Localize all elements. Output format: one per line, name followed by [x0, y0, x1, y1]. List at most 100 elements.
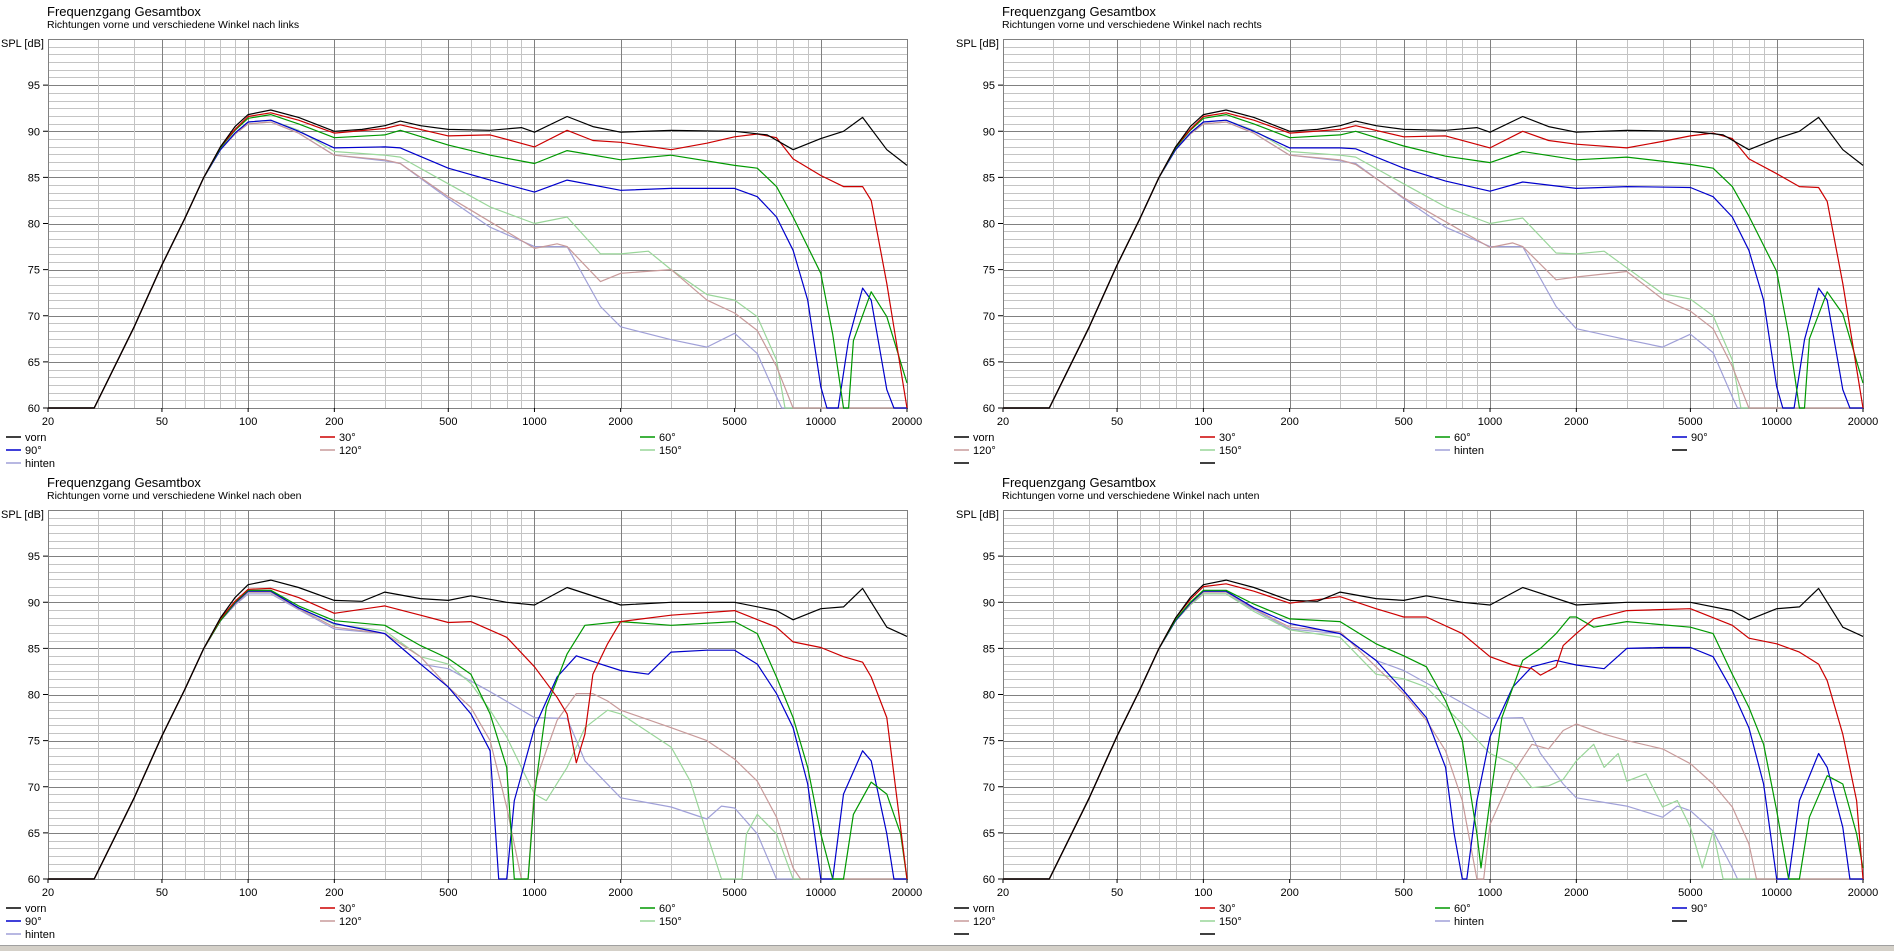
x-tick-label: 1000: [1478, 887, 1502, 899]
legend-label: 30°: [1219, 432, 1236, 444]
grid: [48, 39, 908, 409]
x-tick-label: 50: [1111, 887, 1123, 899]
legend-label: 120°: [339, 916, 362, 928]
x-tick-label: 100: [1194, 416, 1212, 428]
x-tick-label: 200: [325, 887, 343, 899]
legend-label: 90°: [1691, 903, 1708, 915]
plot-frame: [48, 510, 908, 880]
series-line-90°: [48, 590, 907, 880]
series-line-vorn: [48, 579, 908, 880]
y-tick-label: 95: [28, 551, 40, 563]
series-line-150°: [1003, 593, 1863, 880]
x-tick-label: 50: [1111, 416, 1123, 428]
legend-label: hinten: [25, 929, 55, 941]
legend-label: 120°: [973, 445, 996, 457]
series-line-30°: [1003, 112, 1864, 409]
legend: vorn 30° 60° 90° 120° 150° hinten: [6, 903, 682, 941]
series-line-90°: [1003, 119, 1863, 409]
legend-label: hinten: [1454, 445, 1484, 457]
x-tick-label: 10000: [806, 887, 837, 899]
legend: vorn 30° 60° 90° 120° 150° hinten: [6, 432, 682, 470]
y-tick-label: 70: [983, 311, 995, 323]
series-line-90°: [1003, 590, 1863, 880]
chart-title: Frequenzgang Gesamtbox: [1002, 475, 1156, 490]
plot-frame: [1003, 39, 1864, 409]
x-tick-label: 100: [239, 416, 257, 428]
legend-label: vorn: [25, 432, 46, 444]
x-tick-label: 500: [439, 887, 457, 899]
x-tick-label: 1000: [522, 416, 546, 428]
y-tick-label: 90: [983, 597, 995, 609]
x-tick-label: 500: [439, 416, 457, 428]
y-tick-label: 65: [28, 357, 40, 369]
y-tick-label: 85: [28, 172, 40, 184]
legend-label: 150°: [659, 916, 682, 928]
y-tick-label: 85: [983, 643, 995, 655]
y-tick-label: 90: [983, 126, 995, 138]
series-line-30°: [48, 112, 908, 409]
x-tick-label: 2000: [1564, 416, 1588, 428]
series-line-hinten: [48, 121, 907, 409]
y-tick-label: 60: [28, 403, 40, 415]
series-group: [48, 579, 908, 880]
x-tick-label: 20000: [892, 416, 923, 428]
legend-label: 60°: [1454, 903, 1471, 915]
series-line-60°: [48, 589, 908, 880]
series-line-vorn: [48, 109, 908, 409]
series-line-150°: [48, 119, 907, 409]
chart-title: Frequenzgang Gesamtbox: [47, 475, 201, 490]
series-group: [1003, 109, 1864, 409]
legend-label: 60°: [659, 903, 676, 915]
x-tick-label: 20: [997, 887, 1009, 899]
x-tick-label: 20000: [892, 887, 923, 899]
legend-label: 150°: [1219, 916, 1242, 928]
x-tick-label: 1000: [522, 887, 546, 899]
legend-label: 90°: [1691, 432, 1708, 444]
plot-frame: [48, 39, 908, 409]
y-axis-label: SPL [dB]: [1, 38, 44, 50]
legend-label: hinten: [25, 458, 55, 470]
legend-label: 90°: [25, 445, 42, 457]
series-line-vorn: [1003, 579, 1864, 880]
y-tick-label: 95: [983, 80, 995, 92]
y-tick-label: 75: [983, 265, 995, 277]
series-line-hinten: [48, 593, 907, 880]
series-line-90°: [48, 119, 907, 409]
y-tick-label: 60: [28, 874, 40, 886]
x-tick-label: 2000: [608, 416, 632, 428]
y-tick-label: 80: [28, 690, 40, 702]
series-line-150°: [1003, 119, 1863, 409]
series-line-150°: [48, 591, 907, 880]
series-line-60°: [48, 114, 908, 409]
x-tick-label: 500: [1395, 887, 1413, 899]
x-tick-label: 5000: [1678, 887, 1702, 899]
chart-title: Frequenzgang Gesamtbox: [1002, 4, 1156, 19]
y-tick-label: 75: [983, 736, 995, 748]
plot-frame: [1003, 510, 1864, 880]
series-line-120°: [48, 121, 907, 409]
series-line-60°: [1003, 114, 1864, 409]
y-axis-label: SPL [dB]: [956, 509, 999, 521]
series-line-hinten: [1003, 121, 1863, 409]
chart-subtitle: Richtungen vorne und verschiedene Winkel…: [47, 490, 302, 502]
x-tick-label: 20: [42, 887, 54, 899]
legend-label: 90°: [25, 916, 42, 928]
x-tick-label: 20000: [1848, 416, 1879, 428]
x-tick-label: 2000: [1564, 887, 1588, 899]
window-bottom-edge: [0, 945, 1894, 951]
legend-label: hinten: [1454, 916, 1484, 928]
series-line-120°: [48, 591, 907, 880]
series-line-vorn: [1003, 109, 1864, 409]
x-tick-label: 20000: [1848, 887, 1879, 899]
x-tick-label: 1000: [1478, 416, 1502, 428]
series-group: [48, 109, 908, 409]
y-tick-label: 90: [28, 597, 40, 609]
x-tick-label: 5000: [1678, 416, 1702, 428]
y-tick-label: 80: [28, 219, 40, 231]
legend-label: 30°: [339, 903, 356, 915]
y-tick-label: 70: [28, 782, 40, 794]
